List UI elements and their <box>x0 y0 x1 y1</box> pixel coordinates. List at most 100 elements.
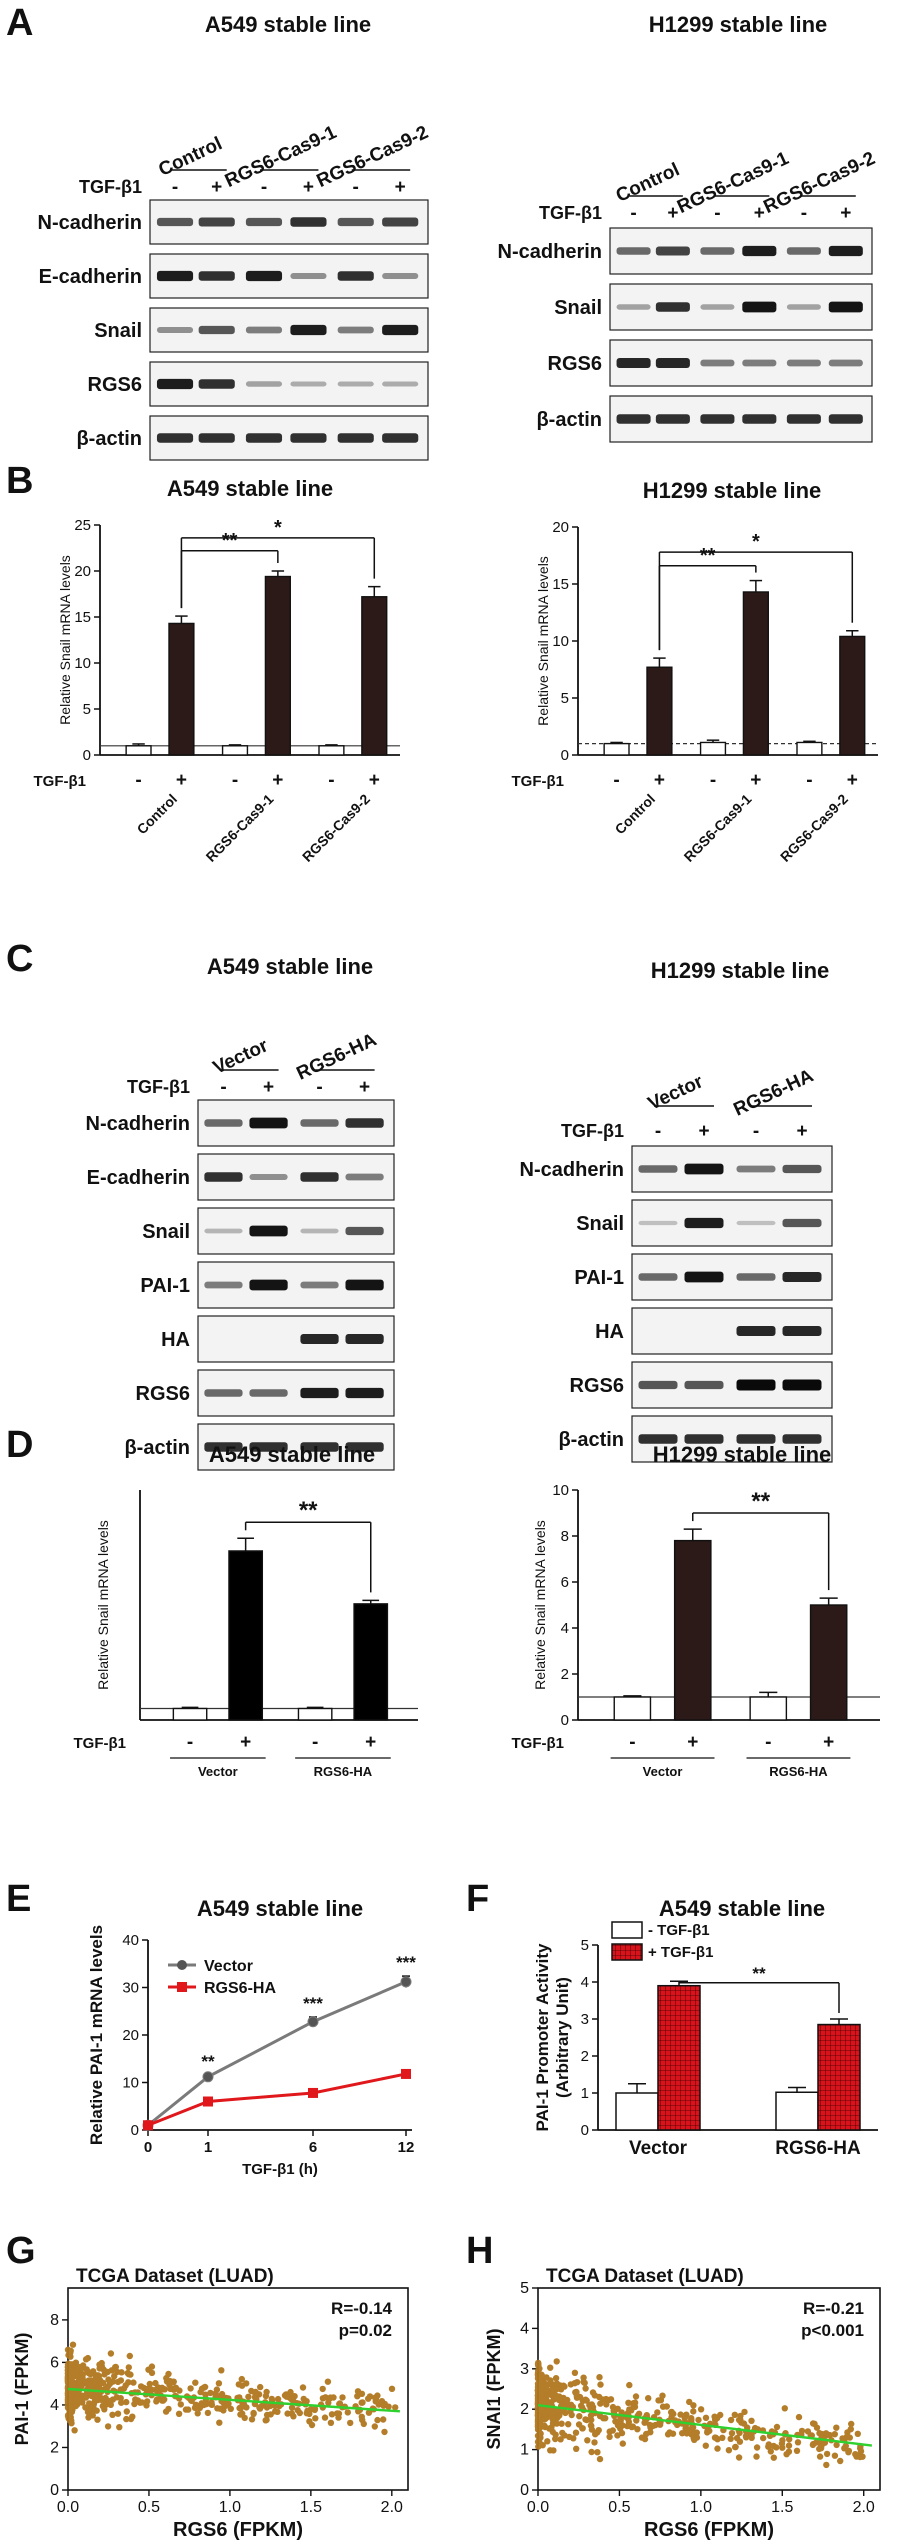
title-a-left: A549 stable line <box>204 12 372 37</box>
blot-band-a-right-1-0 <box>616 304 651 310</box>
tgf-sign-a-left-3: + <box>303 177 314 198</box>
scatter-point-H-78 <box>727 2435 734 2442</box>
scatter-point-G-266 <box>188 2397 195 2404</box>
blot-label-c-left-6: β-actin <box>124 1437 190 1459</box>
scatter-point-H-594 <box>618 2429 626 2437</box>
scatter-point-G-84 <box>118 2399 125 2406</box>
scatter-point-H-598 <box>697 2406 705 2413</box>
scatter-point-G-434 <box>161 2386 168 2393</box>
title-c-left: A549 stable line <box>206 954 374 979</box>
group-label-B_left-1: RGS6-Cas9-1 <box>203 791 277 865</box>
scatter-point-H-589 <box>535 2397 542 2404</box>
scatter-point-G-227 <box>114 2410 122 2417</box>
blot-label-c-left-1: E-cadherin <box>87 1167 190 1189</box>
x-sign-D_right-0: - <box>629 1732 635 1753</box>
blot-band-c-right-4-2 <box>736 1379 776 1391</box>
scatter-point-G-565 <box>101 2406 108 2413</box>
scatter-point-H-245 <box>589 2389 597 2396</box>
scatter-point-G-139 <box>288 2404 296 2411</box>
scatter-point-H-212 <box>581 2379 588 2387</box>
y-tick-label-E-4: 40 <box>122 1932 139 1949</box>
blot-band-a-left-0-3 <box>290 217 327 227</box>
scatter-point-H-565 <box>737 2412 744 2420</box>
x-sign-D_right-3: + <box>823 1732 834 1753</box>
y-tick-label-E-1: 10 <box>122 2075 139 2092</box>
scatter-point-G-333 <box>123 2398 130 2406</box>
scatter-point-G-163 <box>248 2416 256 2423</box>
blot-band-a-left-3-0 <box>156 378 194 390</box>
x-tick-label-G-3: 1.5 <box>300 2499 322 2516</box>
blot-band-a-right-2-3 <box>742 359 777 367</box>
bar-F-1-0 <box>775 2091 819 2131</box>
scatter-point-H-591 <box>563 2401 571 2408</box>
scatter-point-H-331 <box>643 2412 650 2419</box>
scatter-point-H-515 <box>725 2447 733 2454</box>
blot-band-a-right-3-5 <box>828 414 863 424</box>
x-sign-B_right-0: - <box>613 770 619 791</box>
scatter-point-H-398 <box>793 2447 801 2454</box>
blot-band-a-left-1-5 <box>382 272 419 280</box>
y-axis-label-F: PAI-1 Promoter Activity <box>533 1943 552 2132</box>
y-tick-label-F-0: 0 <box>581 2122 589 2139</box>
panel-label-f: F <box>466 1878 490 1920</box>
scatter-point-H-445 <box>591 2439 598 2446</box>
tgf-label-D_right: TGF-β1 <box>512 1735 565 1752</box>
y-tick-label-B_right-0: 0 <box>561 747 569 764</box>
x-tick-label-H-1: 0.5 <box>608 2499 630 2516</box>
scatter-point-H-486 <box>538 2379 545 2386</box>
scatter-point-G-591 <box>90 2401 98 2408</box>
scatter-point-G-438 <box>213 2386 221 2393</box>
scatter-point-G-404 <box>215 2380 223 2387</box>
scatter-point-G-196 <box>104 2423 112 2430</box>
group-label-a-left-0: Control <box>155 133 225 181</box>
legend-label-E-1: RGS6-HA <box>204 1980 276 1997</box>
point-E-0-3 <box>400 1976 412 1988</box>
bar-F-0-1 <box>657 1984 701 2131</box>
scatter-point-G-562 <box>248 2387 255 2395</box>
scatter-point-H-574 <box>534 2406 542 2414</box>
legend-label-F-0: - TGF-β1 <box>648 1922 710 1939</box>
scatter-point-G-505 <box>311 2405 319 2413</box>
scatter-point-G-356 <box>123 2408 130 2415</box>
scatter-point-H-509 <box>643 2430 650 2438</box>
scatter-point-H-484 <box>733 2434 741 2442</box>
scatter-point-G-401 <box>187 2385 194 2392</box>
scatter-point-G-388 <box>113 2394 121 2401</box>
title-d-right: H1299 stable line <box>652 1442 832 1467</box>
x-sign-B_right-3: + <box>750 770 761 791</box>
scatter-point-H-493 <box>785 2442 793 2449</box>
title-a-right: H1299 stable line <box>648 12 828 37</box>
blot-band-c-left-2-3 <box>345 1226 384 1236</box>
blot-band-a-right-1-1 <box>655 302 690 312</box>
blot-band-c-right-2-2 <box>736 1273 776 1281</box>
scatter-point-H-400 <box>695 2416 702 2424</box>
fit-line-H <box>537 2403 873 2447</box>
sig-mark-E-0: ** <box>201 2052 215 2071</box>
blot-label-c-right-1: Snail <box>576 1213 624 1235</box>
stat-p-H: p<0.001 <box>801 2321 864 2340</box>
scatter-point-G-526 <box>336 2400 343 2408</box>
blot-band-a-right-1-5 <box>828 301 863 313</box>
blot-band-c-left-5-0 <box>204 1389 243 1397</box>
scatter-point-G-598 <box>125 2364 132 2371</box>
scatter-point-G-493 <box>83 2380 90 2387</box>
stat-p-G: p=0.02 <box>339 2321 392 2340</box>
blot-band-a-right-1-4 <box>786 304 821 310</box>
scatter-point-H-395 <box>547 2377 554 2384</box>
blot-box-a-left-0 <box>149 199 429 245</box>
scatter-point-H-424 <box>702 2414 710 2421</box>
scatter-point-H-526 <box>588 2422 595 2430</box>
legend-swatch-F-1 <box>611 1943 643 1961</box>
x-tick-label-H-3: 1.5 <box>771 2499 793 2516</box>
scatter-point-H-195 <box>690 2408 697 2415</box>
group-label-D_right-1: RGS6-HA <box>769 1764 828 1779</box>
blot-band-c-right-2-3 <box>782 1272 822 1282</box>
blot-band-a-right-0-1 <box>655 246 690 256</box>
scatter-point-G-574 <box>82 2404 89 2411</box>
scatter-point-H-420 <box>541 2410 548 2417</box>
blot-band-a-left-2-5 <box>382 324 419 336</box>
blot-band-c-left-0-3 <box>345 1118 384 1128</box>
blot-band-a-right-2-4 <box>786 359 821 367</box>
scatter-point-G-172 <box>185 2406 192 2413</box>
panel-label-b: B <box>6 460 34 502</box>
